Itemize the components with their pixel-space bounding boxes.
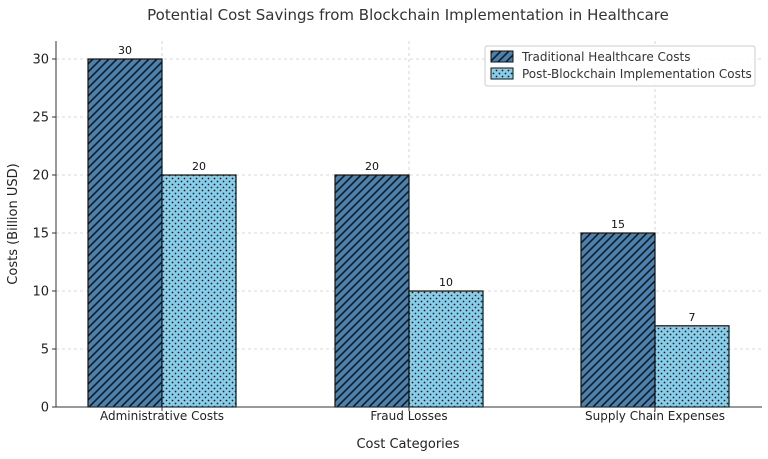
legend-box <box>484 45 756 87</box>
y-tick-label: 0 <box>41 401 49 416</box>
data-label: 10 <box>439 276 453 289</box>
y-axis-label: Costs (Billion USD) <box>6 163 21 284</box>
legend: Traditional Healthcare Costs Post-Blockc… <box>484 45 756 87</box>
y-tick-label: 10 <box>32 285 49 300</box>
y-axis-ticks: 0 5 10 15 20 25 30 <box>32 53 56 416</box>
y-tick-label: 5 <box>41 343 49 358</box>
y-tick-label: 25 <box>32 111 49 126</box>
bars <box>87 58 730 408</box>
legend-swatch-traditional <box>490 50 514 63</box>
bar-traditional <box>334 174 410 408</box>
legend-label-traditional: Traditional Healthcare Costs <box>521 50 690 64</box>
data-label: 20 <box>192 160 206 173</box>
x-axis-label: Cost Categories <box>356 437 459 452</box>
x-axis-ticks: Administrative Costs Fraud Losses Supply C… <box>100 407 725 423</box>
bar-traditional <box>87 58 163 408</box>
legend-label-post-blockchain: Post-Blockchain Implementation Costs <box>522 67 752 81</box>
bar-post-blockchain <box>408 290 484 408</box>
data-label: 7 <box>689 311 696 324</box>
data-label: 20 <box>365 160 379 173</box>
data-labels: 30 20 15 20 10 7 <box>118 44 696 324</box>
bar-traditional <box>580 232 656 408</box>
legend-swatch-post-blockchain <box>490 67 514 80</box>
x-tick-label: Fraud Losses <box>370 409 447 423</box>
x-tick-label: Administrative Costs <box>100 409 224 423</box>
bar-post-blockchain <box>161 174 237 408</box>
x-tick-label: Supply Chain Expenses <box>585 409 725 423</box>
y-tick-label: 20 <box>32 169 49 184</box>
data-label: 30 <box>118 44 132 57</box>
chart-title: Potential Cost Savings from Blockchain I… <box>147 6 669 24</box>
y-tick-label: 15 <box>32 227 49 242</box>
data-label: 15 <box>611 218 625 231</box>
y-tick-label: 30 <box>32 53 49 68</box>
bar-post-blockchain <box>654 325 730 408</box>
